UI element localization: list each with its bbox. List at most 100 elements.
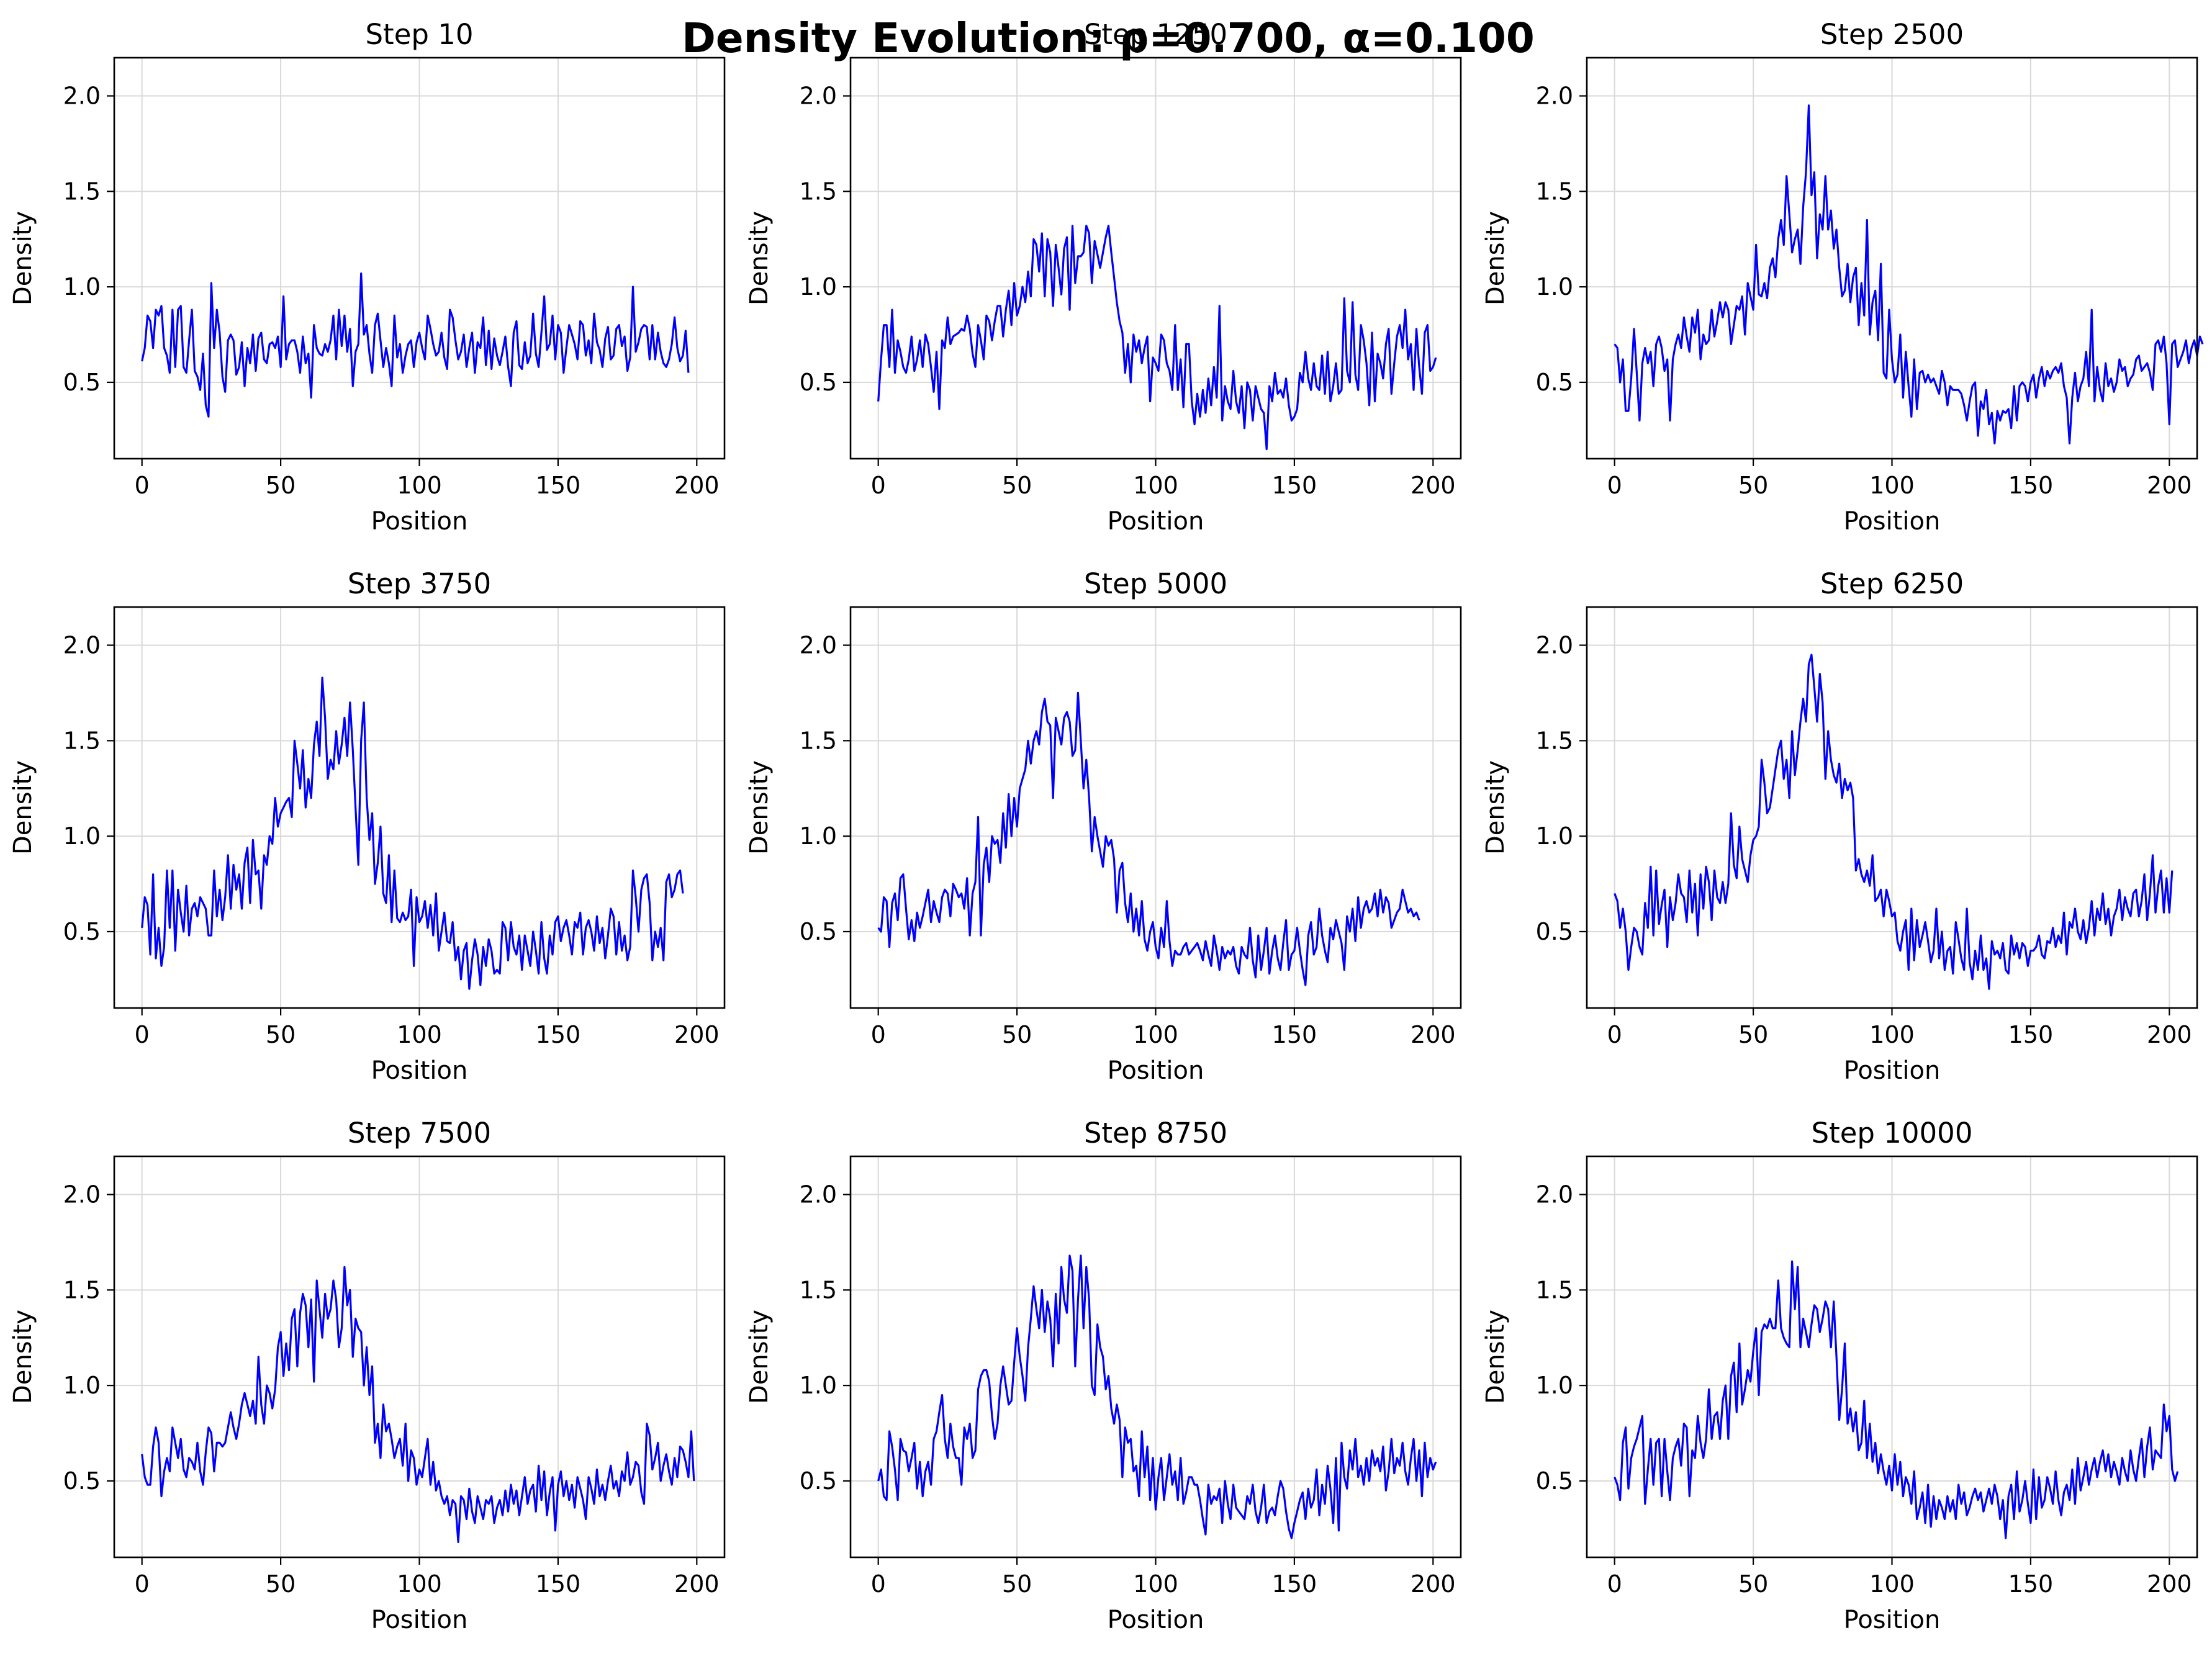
x-tick-label: 200 xyxy=(674,472,720,499)
subplot-8: 0 50 100 150 200 0.5 1.0 1.5 2.0 Step 8750 Positio… xyxy=(745,1117,1462,1634)
x-tick-label: 150 xyxy=(2008,1021,2054,1048)
y-axis-label: Density xyxy=(1481,760,1510,855)
y-axis-label: Density xyxy=(9,1310,37,1404)
x-tick-label: 200 xyxy=(2147,472,2192,499)
y-axis-label: Density xyxy=(745,211,774,305)
y-tick-label: 1.5 xyxy=(63,178,101,205)
x-tick-label: 50 xyxy=(1738,1570,1768,1598)
x-tick-label: 0 xyxy=(135,1021,150,1048)
y-tick-label: 0.5 xyxy=(1536,918,1573,945)
y-tick-label: 0.5 xyxy=(1536,369,1573,396)
subplot-title: Step 5000 xyxy=(1084,567,1227,600)
y-tick-label: 2.0 xyxy=(1536,632,1573,659)
y-tick-label: 1.0 xyxy=(63,273,101,300)
y-tick-label: 1.5 xyxy=(800,178,837,205)
x-tick-label: 0 xyxy=(1607,472,1622,499)
x-tick-label: 100 xyxy=(1133,472,1178,499)
x-tick-label: 200 xyxy=(1411,1570,1456,1598)
x-tick-label: 0 xyxy=(135,1570,150,1598)
y-tick-label: 0.5 xyxy=(800,918,837,945)
y-axis-label: Density xyxy=(9,760,37,855)
x-tick-label: 150 xyxy=(1272,1021,1317,1048)
y-tick-label: 0.5 xyxy=(1536,1467,1573,1495)
x-tick-label: 200 xyxy=(674,1021,720,1048)
y-tick-label: 2.0 xyxy=(1536,1181,1573,1208)
y-axis-label: Density xyxy=(9,211,37,305)
y-tick-label: 1.5 xyxy=(63,1276,101,1303)
y-tick-label: 1.5 xyxy=(1536,178,1573,205)
subplot-title: Step 10000 xyxy=(1812,1117,1973,1150)
density-line xyxy=(1614,104,2204,445)
x-tick-label: 50 xyxy=(1738,472,1768,499)
x-tick-label: 200 xyxy=(1411,1021,1456,1048)
x-axis-label: Position xyxy=(371,1056,468,1085)
density-line xyxy=(141,677,684,990)
y-axis-label: Density xyxy=(1481,211,1510,305)
subplot-title: Step 6250 xyxy=(1820,567,1964,600)
y-tick-label: 2.0 xyxy=(63,83,101,110)
y-tick-label: 2.0 xyxy=(1536,83,1573,110)
x-tick-label: 150 xyxy=(536,1021,581,1048)
density-line xyxy=(1614,654,2174,990)
y-tick-label: 1.0 xyxy=(1536,1372,1573,1399)
y-tick-label: 1.0 xyxy=(1536,273,1573,300)
y-tick-label: 0.5 xyxy=(63,918,101,945)
x-tick-label: 150 xyxy=(536,1570,581,1598)
x-tick-label: 50 xyxy=(1002,1570,1032,1598)
x-tick-label: 200 xyxy=(2147,1570,2192,1598)
subplot-1: 0 50 100 150 200 0.5 1.0 1.5 2.0 Step 10 Position D… xyxy=(9,18,726,536)
x-axis-label: Position xyxy=(371,1606,468,1634)
y-axis-label: Density xyxy=(745,760,774,855)
y-tick-label: 2.0 xyxy=(63,632,101,659)
y-tick-label: 1.0 xyxy=(800,822,837,850)
x-tick-label: 50 xyxy=(1738,1021,1768,1048)
x-tick-label: 200 xyxy=(674,1570,720,1598)
x-tick-label: 150 xyxy=(1272,1570,1317,1598)
x-axis-label: Position xyxy=(371,507,468,536)
y-tick-label: 2.0 xyxy=(800,632,837,659)
x-axis-label: Position xyxy=(1108,1056,1204,1085)
x-tick-label: 100 xyxy=(1869,1021,1915,1048)
x-tick-label: 50 xyxy=(1002,1021,1032,1048)
subplot-grid: 0 50 100 150 200 0.5 1.0 1.5 2.0 Step 10 Position D… xyxy=(9,18,2204,1634)
y-tick-label: 2.0 xyxy=(800,1181,837,1208)
subplot-title: Step 10 xyxy=(365,18,473,51)
y-tick-label: 0.5 xyxy=(63,1467,101,1495)
y-axis-label: Density xyxy=(1481,1310,1510,1404)
subplot-title: Step 7500 xyxy=(348,1117,491,1150)
y-tick-label: 1.0 xyxy=(800,273,837,300)
subplot-title: Step 3750 xyxy=(348,567,491,600)
x-axis-label: Position xyxy=(1844,1056,1941,1085)
subplot-9: 0 50 100 150 200 0.5 1.0 1.5 2.0 Step 10000 Positi… xyxy=(1481,1117,2198,1634)
density-line xyxy=(141,272,690,418)
subplot-title: Step 1250 xyxy=(1084,18,1227,51)
x-tick-label: 0 xyxy=(871,1021,886,1048)
x-tick-label: 100 xyxy=(1869,472,1915,499)
figure-suptitle: Density Evolution: ρ=0.700, α=0.100 xyxy=(682,14,1535,62)
x-tick-label: 0 xyxy=(1607,1021,1622,1048)
y-tick-label: 0.5 xyxy=(800,1467,837,1495)
x-axis-label: Position xyxy=(1844,507,1941,536)
x-tick-label: 150 xyxy=(2008,1570,2054,1598)
x-tick-label: 100 xyxy=(397,1021,442,1048)
x-tick-label: 150 xyxy=(536,472,581,499)
x-tick-label: 0 xyxy=(871,472,886,499)
density-line xyxy=(877,691,1420,986)
x-tick-label: 50 xyxy=(1002,472,1032,499)
y-tick-label: 1.0 xyxy=(800,1372,837,1399)
y-tick-label: 1.0 xyxy=(63,1372,101,1399)
x-tick-label: 0 xyxy=(1607,1570,1622,1598)
subplot-6: 0 50 100 150 200 0.5 1.0 1.5 2.0 Step 6250 Positio… xyxy=(1481,567,2198,1085)
subplot-5: 0 50 100 150 200 0.5 1.0 1.5 2.0 Step 5000 Positio… xyxy=(745,567,1462,1085)
subplot-4: 0 50 100 150 200 0.5 1.0 1.5 2.0 Step 3750 Positio… xyxy=(9,567,726,1085)
x-tick-label: 50 xyxy=(266,472,296,499)
x-tick-label: 0 xyxy=(871,1570,886,1598)
density-line xyxy=(1614,1260,2179,1539)
subplot-7: 0 50 100 150 200 0.5 1.0 1.5 2.0 Step 7500 Positio… xyxy=(9,1117,726,1634)
x-axis-label: Position xyxy=(1108,507,1204,536)
x-axis-label: Position xyxy=(1844,1606,1941,1634)
x-tick-label: 150 xyxy=(1272,472,1317,499)
y-tick-label: 1.5 xyxy=(800,1276,837,1303)
